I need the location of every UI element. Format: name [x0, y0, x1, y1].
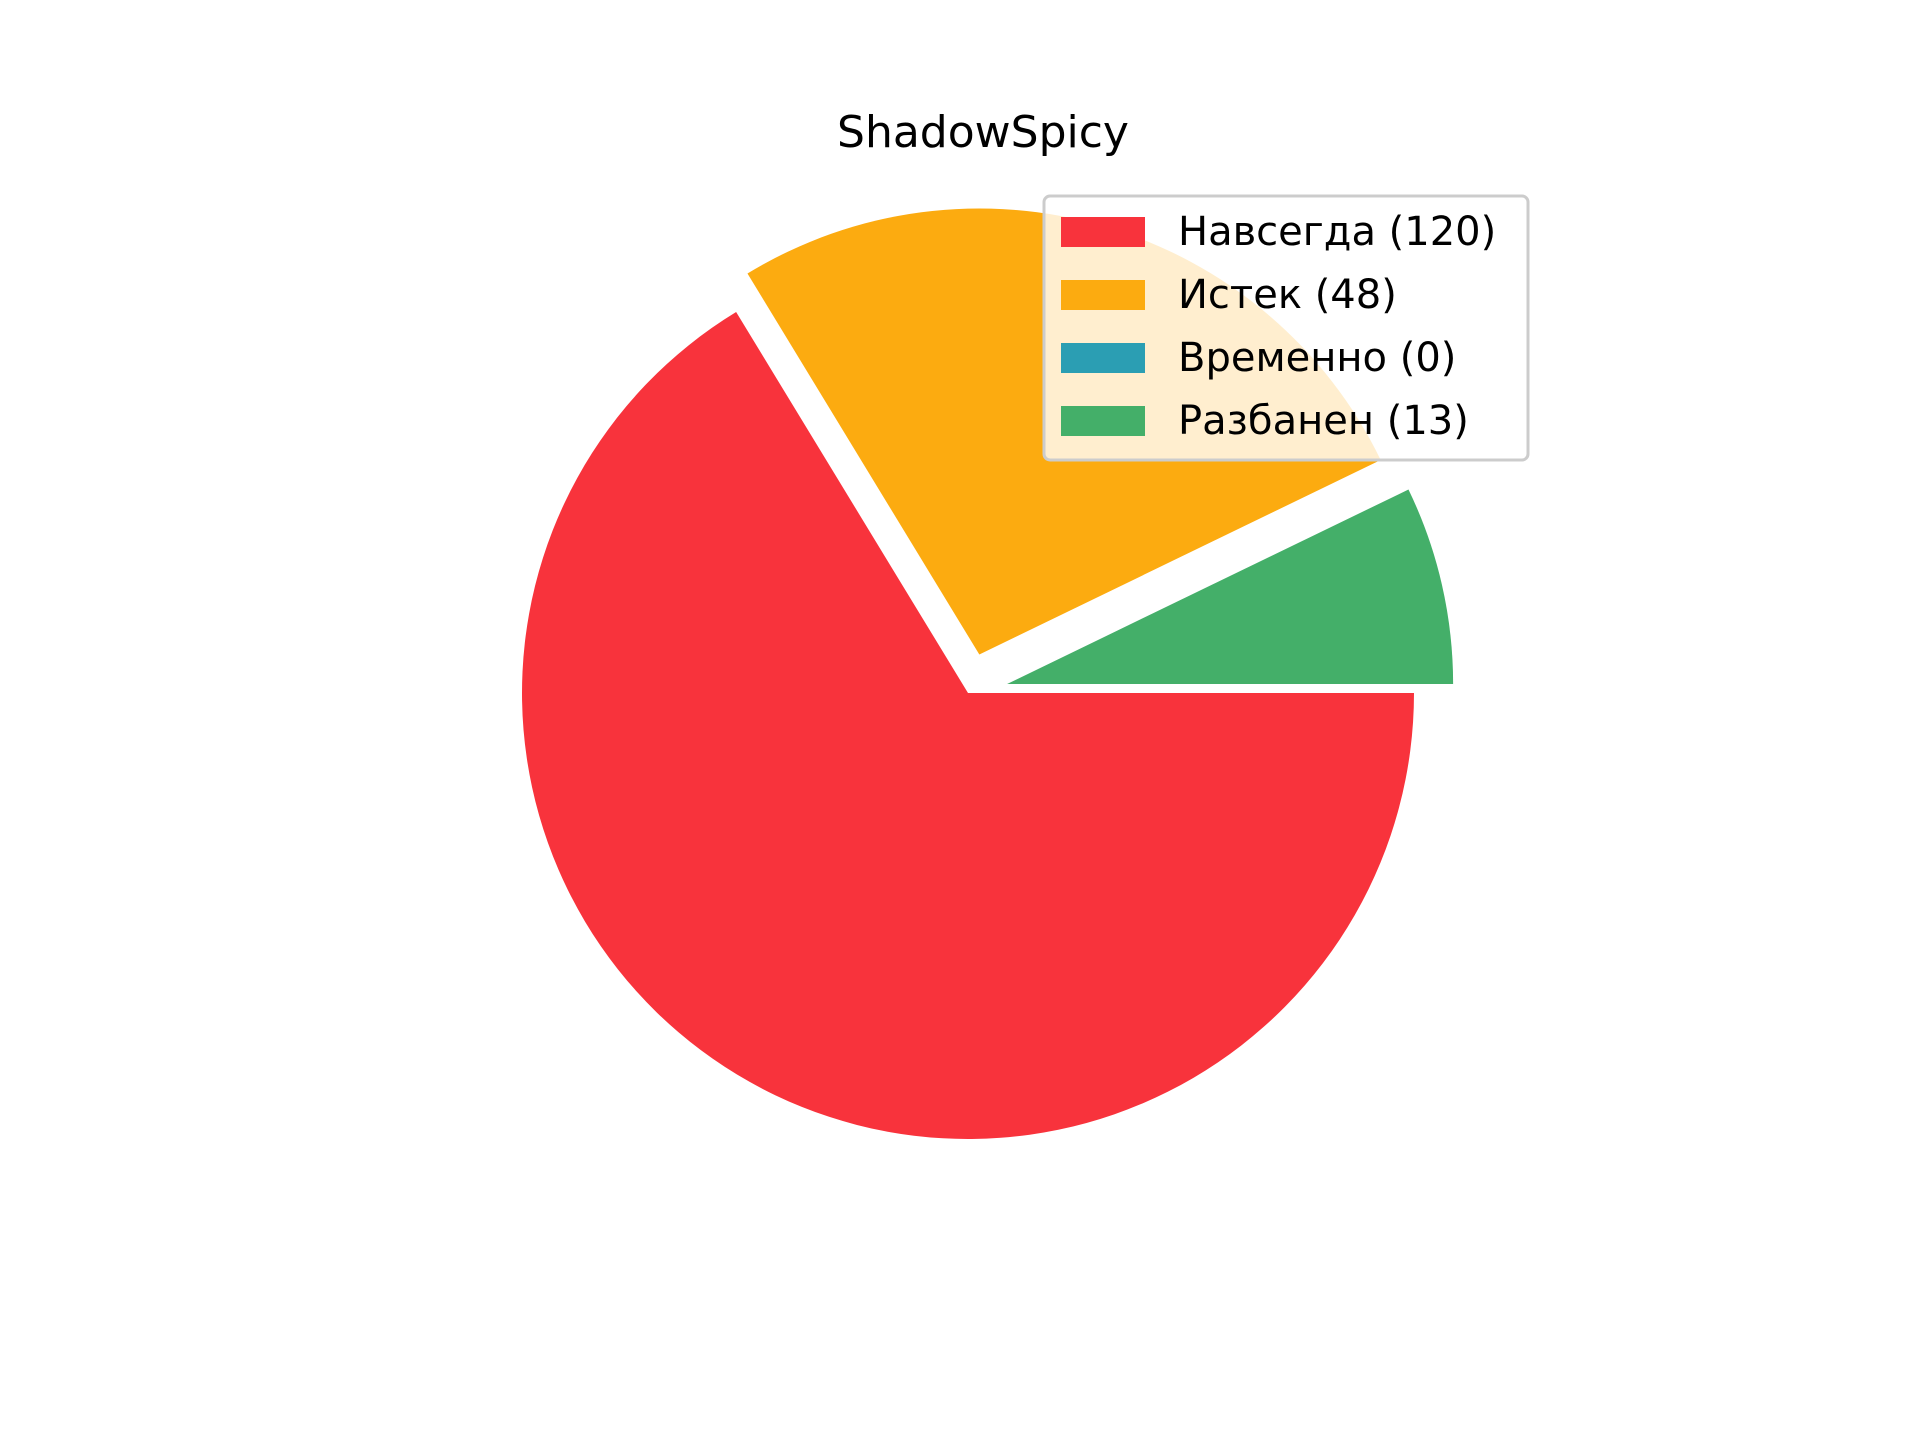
chart-title: ShadowSpicy — [837, 107, 1129, 158]
legend: Навсегда (120) Истек (48) Временно (0) Р… — [1042, 194, 1530, 462]
slice-navsegda — [522, 312, 1414, 1140]
legend-swatch-razbanen — [1061, 406, 1145, 436]
legend-swatch-istek — [1061, 280, 1145, 310]
legend-swatch-navsegda — [1061, 217, 1145, 247]
legend-label-navsegda: Навсегда (120) — [1178, 209, 1496, 255]
slice-razbanen — [1007, 489, 1454, 685]
legend-label-istek: Истек (48) — [1178, 272, 1397, 318]
legend-label-razbanen: Разбанен (13) — [1178, 398, 1469, 444]
legend-label-vremenno: Временно (0) — [1178, 335, 1456, 381]
legend-frame — [1042, 194, 1530, 462]
legend-swatch-vremenno — [1061, 343, 1145, 373]
